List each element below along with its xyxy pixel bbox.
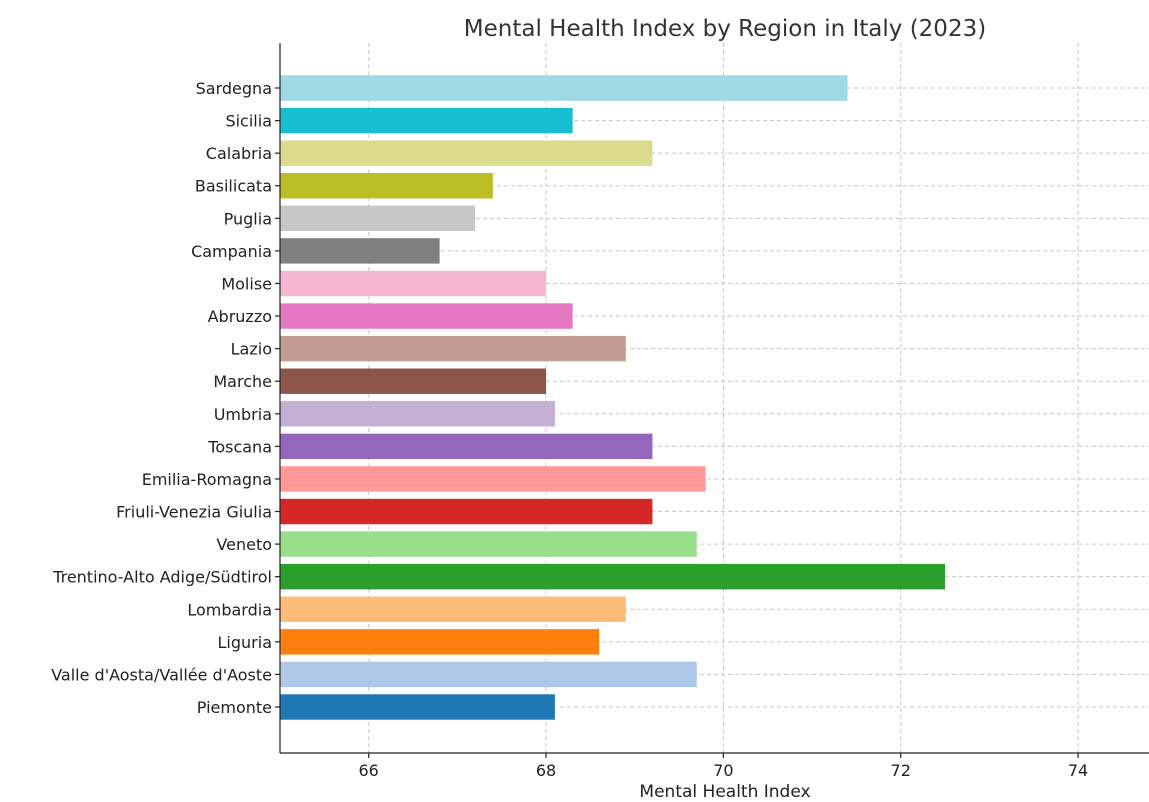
bar-piemonte [280,694,555,720]
category-label: Sicilia [225,112,272,131]
category-label: Valle d'Aosta/Vallée d'Aoste [51,665,272,684]
bar-umbria [280,401,555,427]
x-tick-label: 74 [1068,761,1088,780]
bar-calabria [280,140,653,166]
bar-molise [280,270,547,297]
bar-friuli-venezia-giulia [280,498,653,525]
bar-sardegna [280,75,848,101]
category-label: Sardegna [196,79,272,98]
category-label: Campania [191,242,272,261]
category-labels: Piemonte Valle d'Aosta/Vallée d'Aoste Ligu… [51,79,280,717]
category-label: Toscana [207,437,272,456]
x-tick-labels: 66 68 70 72 74 [358,753,1088,780]
category-label: Calabria [206,144,272,163]
category-label: Veneto [216,535,272,554]
category-label: Lazio [231,340,272,359]
category-label: Piemonte [197,698,272,717]
bar-puglia [280,205,476,232]
category-label: Friuli-Venezia Giulia [116,503,272,522]
bars [280,75,946,720]
bar-lazio [280,335,626,362]
x-axis-label: Mental Health Index [639,782,810,802]
bar-marche [280,368,547,394]
x-tick-label: 68 [536,761,556,780]
category-label: Umbria [214,405,272,424]
bar-toscana [280,433,653,460]
bar-trentino-alto-adige-s-dtirol [280,563,946,590]
category-label: Marche [213,372,272,391]
category-label: Puglia [224,209,272,228]
category-label: Abruzzo [208,307,272,326]
axes [279,43,1149,754]
bar-lombardia [280,596,626,622]
category-label: Liguria [218,633,272,652]
category-label: Lombardia [187,600,272,619]
bar-veneto [280,531,697,557]
x-tick-label: 66 [358,761,378,780]
bar-abruzzo [280,303,573,329]
x-tick-label: 70 [713,761,733,780]
x-tick-label: 72 [891,761,911,780]
bar-campania [280,238,440,264]
bar-emilia-romagna [280,466,706,492]
bar-basilicata [280,173,493,199]
bar-valle-d-aosta-vall-e-d-aoste [280,661,697,688]
category-label: Trentino-Alto Adige/Südtirol [52,568,272,587]
bar-sicilia [280,107,573,134]
category-label: Basilicata [195,177,272,196]
chart-title: Mental Health Index by Region in Italy (… [464,16,986,42]
category-label: Emilia-Romagna [142,470,272,489]
category-label: Molise [221,274,272,293]
bar-liguria [280,629,600,655]
